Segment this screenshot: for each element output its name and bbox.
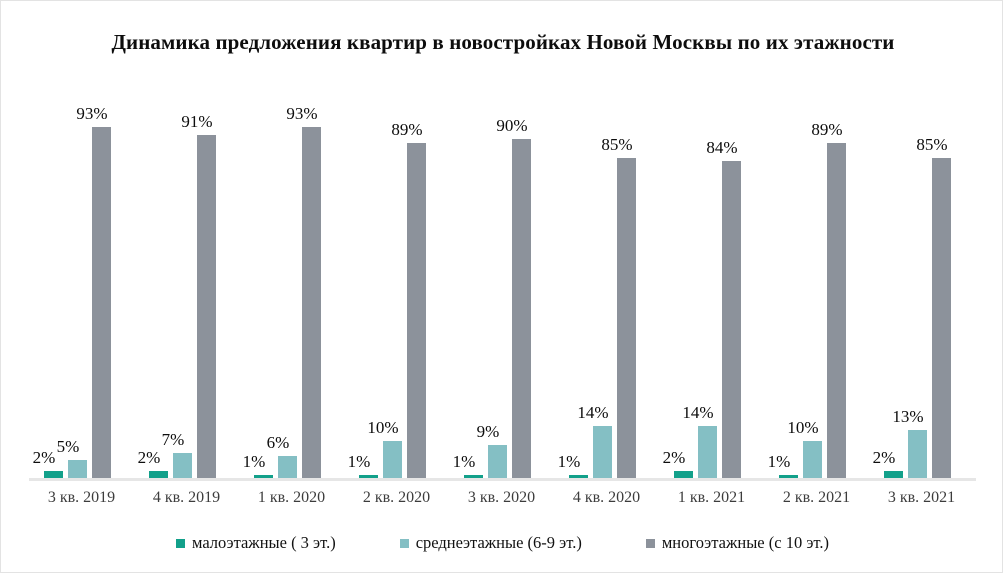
legend-item[interactable]: малоэтажные ( 3 эт.) [176, 533, 336, 553]
bar-group-bars: 1% 6% 93% [239, 101, 344, 479]
legend-swatch-icon [176, 538, 185, 548]
x-axis-tick-label: 1 кв. 2021 [677, 489, 746, 506]
x-axis-line [29, 478, 976, 481]
bar-value-label: 14% [682, 403, 714, 423]
bar[interactable] [383, 441, 402, 479]
chart-legend: малоэтажные ( 3 эт.) среднеэтажные (6-9 э… [1, 533, 1002, 553]
bar[interactable] [254, 475, 273, 479]
bar[interactable] [488, 444, 507, 479]
bar-group: 2% 14% 84% [659, 101, 764, 479]
bar-group-bars: 2% 14% 84% [659, 101, 764, 479]
bar[interactable] [512, 138, 531, 479]
x-axis-tick-label: 2 кв. 2020 [362, 489, 431, 506]
bar-value-label: 89% [811, 119, 843, 139]
bar-value-label: 10% [367, 418, 399, 438]
x-axis-tick-label: 3 кв. 2020 [467, 489, 536, 506]
x-axis-tick-label: 2 кв. 2021 [782, 489, 851, 506]
bar-value-label: 1% [452, 452, 476, 472]
bar-value-label: 85% [916, 134, 948, 154]
legend-swatch-icon [645, 538, 655, 548]
bar[interactable] [617, 157, 636, 479]
bar-value-label: 84% [706, 138, 738, 158]
bar-value-label: 7% [161, 429, 185, 449]
bar-value-label: 85% [601, 134, 633, 154]
bar-value-label: 2% [872, 448, 896, 468]
bar-group: 1% 6% 93% [239, 101, 344, 479]
bar-value-label: 13% [892, 406, 924, 426]
legend-item[interactable]: многоэтажные (с 10 эт.) [645, 533, 829, 553]
bar[interactable] [464, 475, 483, 479]
bar[interactable] [932, 157, 951, 479]
bar-group-bars: 2% 13% 85% [869, 101, 974, 479]
legend-item[interactable]: среднеэтажные (6-9 эт.) [399, 533, 582, 553]
bar[interactable] [674, 471, 693, 479]
bar-group: 1% 10% 89% [764, 101, 869, 479]
legend-item-label: малоэтажные ( 3 эт.) [192, 533, 336, 552]
bar[interactable] [908, 429, 927, 479]
bar-value-label: 14% [577, 403, 609, 423]
bar-value-label: 1% [557, 452, 581, 472]
bar-value-label: 93% [286, 104, 318, 124]
bar-value-label: 1% [347, 452, 371, 472]
bar[interactable] [569, 475, 588, 479]
bar-group-bars: 1% 9% 90% [449, 101, 554, 479]
x-axis-tick-label: 3 кв. 2021 [887, 489, 956, 506]
bar-group: 2% 5% 93% [29, 101, 134, 479]
legend-item-label: среднеэтажные (6-9 эт.) [415, 533, 582, 552]
x-axis-tick-labels: 3 кв. 2019 4 кв. 2019 1 кв. 2020 2 кв. 2020… [29, 489, 976, 515]
bar-value-label: 9% [476, 421, 500, 441]
bar[interactable] [173, 452, 192, 479]
bar-group-bars: 2% 5% 93% [29, 101, 134, 479]
bar[interactable] [803, 441, 822, 479]
bar[interactable] [779, 475, 798, 479]
bar[interactable] [722, 161, 741, 479]
x-axis-tick-label: 3 кв. 2019 [47, 489, 116, 506]
legend-swatch-icon [399, 538, 409, 548]
bar-value-label: 6% [266, 433, 290, 453]
bar-value-label: 2% [32, 448, 56, 468]
bar-group-bars: 1% 14% 85% [554, 101, 659, 479]
bar[interactable] [92, 127, 111, 479]
bar[interactable] [827, 142, 846, 479]
bar-group: 1% 14% 85% [554, 101, 659, 479]
bar-group: 2% 7% 91% [134, 101, 239, 479]
bar-value-label: 5% [56, 437, 80, 457]
bar[interactable] [278, 456, 297, 479]
bar[interactable] [44, 471, 63, 479]
bar[interactable] [359, 475, 378, 479]
bar-value-label: 91% [181, 112, 213, 132]
bar-value-label: 10% [787, 418, 819, 438]
bar-value-label: 89% [391, 119, 423, 139]
x-axis-tick-label: 1 кв. 2020 [257, 489, 326, 506]
bar[interactable] [197, 135, 216, 479]
bar[interactable] [593, 426, 612, 479]
bar-value-label: 1% [242, 452, 266, 472]
x-axis-tick-label: 4 кв. 2019 [152, 489, 221, 506]
bar[interactable] [407, 142, 426, 479]
bar-group-bars: 1% 10% 89% [764, 101, 869, 479]
bar-group-bars: 2% 7% 91% [134, 101, 239, 479]
bar[interactable] [68, 460, 87, 479]
bar-group: 1% 10% 89% [344, 101, 449, 479]
bar-value-label: 2% [137, 448, 161, 468]
bar[interactable] [698, 426, 717, 479]
bar-group-bars: 1% 10% 89% [344, 101, 449, 479]
bar-value-label: 93% [76, 104, 108, 124]
chart-title: Динамика предложения квартир в новострой… [111, 30, 895, 54]
bar[interactable] [302, 127, 321, 479]
bar-value-label: 2% [662, 448, 686, 468]
bar[interactable] [884, 471, 903, 479]
bar-value-label: 1% [767, 452, 791, 472]
bar-group: 2% 13% 85% [869, 101, 974, 479]
bar-value-label: 90% [496, 115, 528, 135]
bar-group: 1% 9% 90% [449, 101, 554, 479]
legend-item-label: многоэтажные (с 10 эт.) [661, 533, 829, 552]
x-axis-tick-label: 4 кв. 2020 [572, 489, 641, 506]
bar[interactable] [149, 471, 168, 479]
plot-area: 2% 5% 93% 2% 7% 91% 1% 6% 93% 1% 10% 89% 1% 9% 90% 1% 14… [29, 101, 976, 479]
